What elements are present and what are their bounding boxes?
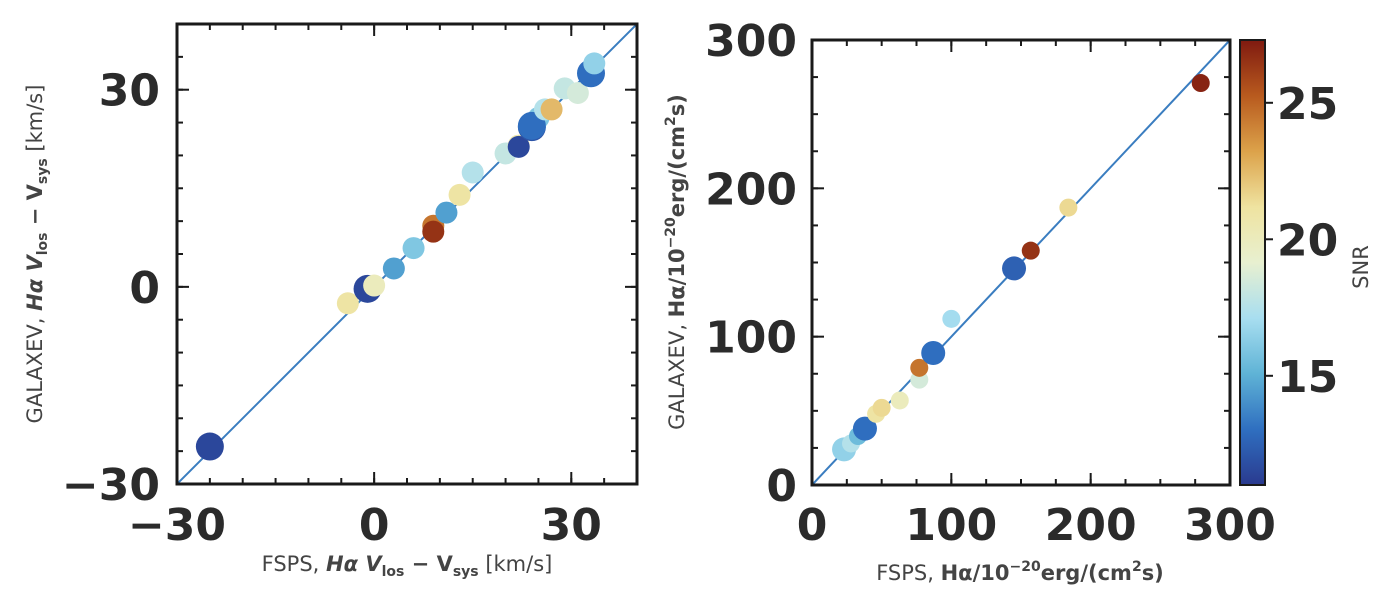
velocity-data-point — [363, 274, 386, 297]
flux-data-point — [942, 309, 961, 328]
flux-x-tick-label: 300 — [1184, 500, 1276, 551]
flux-y-tick-label: 200 — [705, 164, 797, 215]
velocity-data-point — [402, 237, 425, 260]
velocity-data-point — [422, 220, 445, 243]
velocity-points — [195, 52, 606, 461]
snr-colorbar: 15 20 25 SNR — [1239, 39, 1373, 486]
flux-x-tick-label: 200 — [1045, 500, 1137, 551]
flux-y-tick-label: 300 — [705, 16, 797, 67]
flux-data-point — [872, 398, 891, 417]
velocity-x-tick-label: 0 — [359, 500, 390, 551]
velocity-data-point — [461, 161, 484, 184]
flux-x-tick-labels: 0 100 200 300 — [797, 500, 1276, 551]
velocity-panel: −30 0 30 −30 0 30 FSPS, Hα Vlos − Vsys [km/s… — [23, 22, 639, 580]
flux-x-tick-label: 100 — [905, 500, 997, 551]
flux-data-point — [910, 358, 929, 377]
flux-data-point — [921, 340, 946, 365]
flux-data-point — [1059, 198, 1078, 217]
velocity-y-tick-label: 30 — [99, 66, 160, 117]
velocity-x-axis-label: FSPS, Hα Vlos − Vsys [km/s] — [262, 552, 553, 580]
flux-y-tick-label: 0 — [766, 461, 797, 512]
flux-data-point — [1021, 241, 1040, 260]
flux-y-tick-label: 100 — [705, 313, 797, 364]
velocity-data-point — [507, 135, 530, 158]
colorbar-tick-label: 20 — [1277, 215, 1338, 266]
flux-panel: 0 100 200 300 0 100 200 300 FSPS, Hα/10−20erg/… — [663, 16, 1276, 585]
colorbar-tick-label: 15 — [1277, 352, 1338, 403]
velocity-data-point — [382, 257, 405, 280]
velocity-data-point — [195, 432, 224, 461]
colorbar-tick-labels: 15 20 25 — [1277, 79, 1338, 403]
velocity-y-axis-label: GALAXEV, Hα Vlos − Vsys [km/s] — [23, 85, 51, 424]
velocity-data-point — [517, 111, 546, 140]
flux-data-point — [890, 391, 909, 410]
velocity-data-point — [583, 52, 606, 75]
flux-y-tick-labels: 0 100 200 300 — [705, 16, 797, 512]
velocity-axes-frame — [175, 22, 639, 486]
velocity-data-point — [448, 183, 471, 206]
velocity-data-point — [336, 292, 359, 315]
flux-x-axis-label: FSPS, Hα/10−20erg/(cm2s) — [876, 559, 1164, 585]
flux-x-tick-label: 0 — [797, 500, 828, 551]
velocity-x-tick-label: −30 — [128, 500, 226, 551]
colorbar-tick-marks — [1265, 101, 1273, 377]
velocity-x-tick-labels: −30 0 30 — [128, 500, 602, 551]
velocity-data-point — [566, 82, 589, 104]
flux-points — [832, 74, 1210, 462]
velocity-x-tick-label: 30 — [541, 500, 602, 551]
velocity-data-point — [435, 201, 458, 224]
flux-data-point — [1191, 74, 1210, 93]
velocity-data-point — [540, 98, 563, 121]
colorbar-gradient-bar — [1239, 39, 1266, 486]
colorbar-tick-label: 25 — [1277, 79, 1338, 130]
flux-data-point — [852, 416, 877, 441]
colorbar-label: SNR — [1349, 245, 1373, 289]
flux-data-point — [1002, 256, 1027, 281]
flux-axes-frame — [810, 38, 1232, 487]
velocity-y-tick-label: 0 — [129, 263, 160, 314]
velocity-y-tick-label: −30 — [62, 460, 160, 511]
velocity-y-tick-labels: −30 0 30 — [62, 66, 160, 511]
flux-y-axis-label: GALAXEV, Hα/10−20erg/(cm2s) — [663, 94, 689, 430]
